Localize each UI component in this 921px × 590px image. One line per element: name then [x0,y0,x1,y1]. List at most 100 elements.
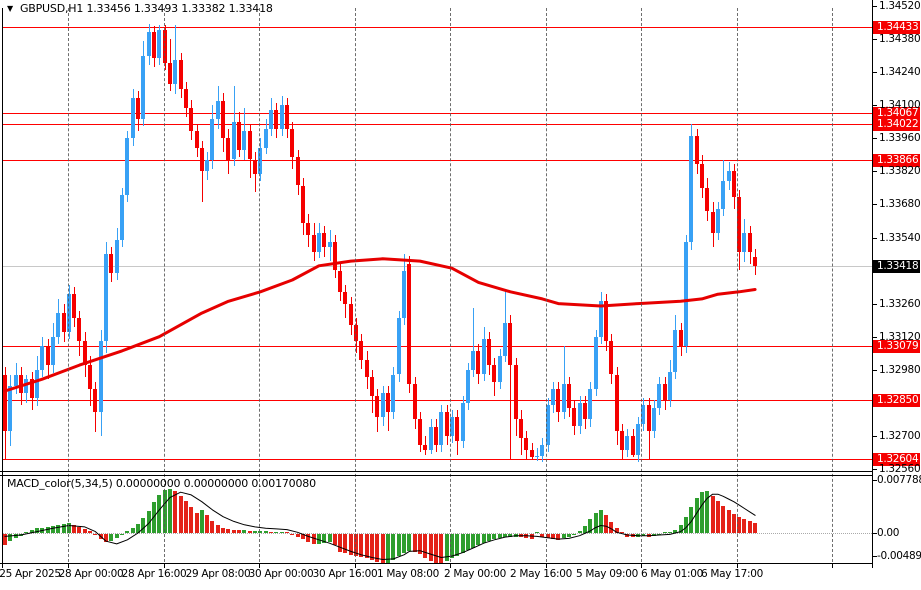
macd-histogram-bar [301,534,305,539]
price-chart-pane[interactable] [0,0,872,472]
price-axis-tick [873,337,877,338]
candle-body [30,379,34,399]
candle-body [556,388,560,413]
candle-body [476,350,480,375]
macd-histogram-bar [216,524,220,533]
time-axis-tick [68,564,69,568]
candle-body [455,417,459,441]
support-resistance-line[interactable] [2,160,872,161]
support-resistance-line[interactable] [2,459,872,460]
price-axis-label: 1.32560 [879,463,921,475]
candle-body [221,100,225,139]
macd-histogram-bar [514,534,518,537]
candle-body [301,185,305,224]
candle-body [51,336,55,365]
macd-histogram-bar [716,501,720,534]
candle-body [136,98,140,120]
candle-body [471,350,475,370]
candle-body [152,32,156,58]
vertical-gridline [163,8,165,562]
macd-histogram-bar [556,534,560,540]
price-axis-tick [873,238,877,239]
macd-histogram-bar [647,534,651,537]
candle-body [40,346,44,370]
macd-axis-tick [873,556,877,557]
macd-histogram-bar [269,531,273,533]
macd-histogram-bar [540,534,544,537]
macd-histogram-bar [503,534,507,537]
candle-body [668,372,672,401]
support-resistance-line[interactable] [2,400,872,401]
candle-body [487,339,491,366]
candle-body [402,270,406,318]
candle-body [264,128,268,148]
macd-histogram-bar [466,534,470,550]
macd-histogram-bar [51,526,55,534]
candle-body [679,329,683,347]
time-axis-tick [545,564,547,568]
macd-histogram-bar [386,534,390,563]
time-axis-label: 2 May 00:00 [443,568,507,580]
candle-body [583,402,587,420]
macd-histogram-bar [56,524,60,533]
candle-body [317,232,321,252]
vertical-gridline [259,8,260,562]
candle-body [657,384,661,408]
macd-histogram-bar [8,534,12,541]
symbol-dropdown-icon[interactable]: ▼ [7,4,13,13]
candle-body [189,107,193,132]
candle-body [141,55,145,120]
candle-body [280,105,284,129]
price-axis-label: 1.32980 [879,364,921,376]
candle-body [514,365,518,420]
macd-histogram-bar [732,513,736,533]
chart-left-border [2,8,3,563]
support-resistance-line[interactable] [2,124,872,125]
macd-axis-label: 0.00 [877,527,900,539]
candle-body [609,341,613,375]
time-axis-label: 30 Apr 16:00 [312,568,378,580]
macd-histogram-bar [312,534,316,544]
candle-body [216,100,220,120]
macd-histogram-bar [62,524,66,534]
candle-body [711,211,715,233]
price-axis-tick [873,204,877,205]
macd-histogram-bar [471,534,475,548]
macd-histogram-bar [418,534,422,554]
macd-histogram-bar [498,534,502,538]
price-axis-label: 1.34100 [879,99,921,111]
candle-body [210,119,214,160]
macd-histogram-bar [125,530,129,533]
macd-histogram-bar [476,534,480,545]
macd-histogram-bar [397,534,401,556]
macd-histogram-bar [147,510,151,533]
macd-histogram-bar [583,526,587,534]
support-resistance-line[interactable] [2,346,872,347]
candle-body [689,135,693,243]
candle-body [125,138,129,195]
candle-body [599,301,603,337]
support-resistance-line[interactable] [2,27,872,28]
macd-histogram-bar [120,534,124,535]
macd-histogram-bar [519,534,523,537]
candle-body [423,445,427,451]
macd-histogram-bar [136,524,140,534]
candle-body [625,435,629,451]
support-resistance-line[interactable] [2,113,872,114]
macd-histogram-bar [195,512,199,533]
candle-body [120,195,124,240]
macd-histogram-bar [280,531,284,533]
macd-histogram-bar [546,534,550,538]
macd-histogram-bar [429,534,433,561]
price-level-badge: 1.32850 [873,394,920,407]
macd-histogram-bar [588,519,592,534]
macd-histogram-bar [742,519,746,534]
price-axis-tick [873,6,877,7]
macd-histogram-bar [657,534,661,535]
candle-body [652,407,656,432]
macd-histogram-bar [615,527,619,533]
current-price-badge: 1.33418 [873,260,920,273]
macd-histogram-bar [83,528,87,533]
macd-histogram-bar [274,531,278,533]
